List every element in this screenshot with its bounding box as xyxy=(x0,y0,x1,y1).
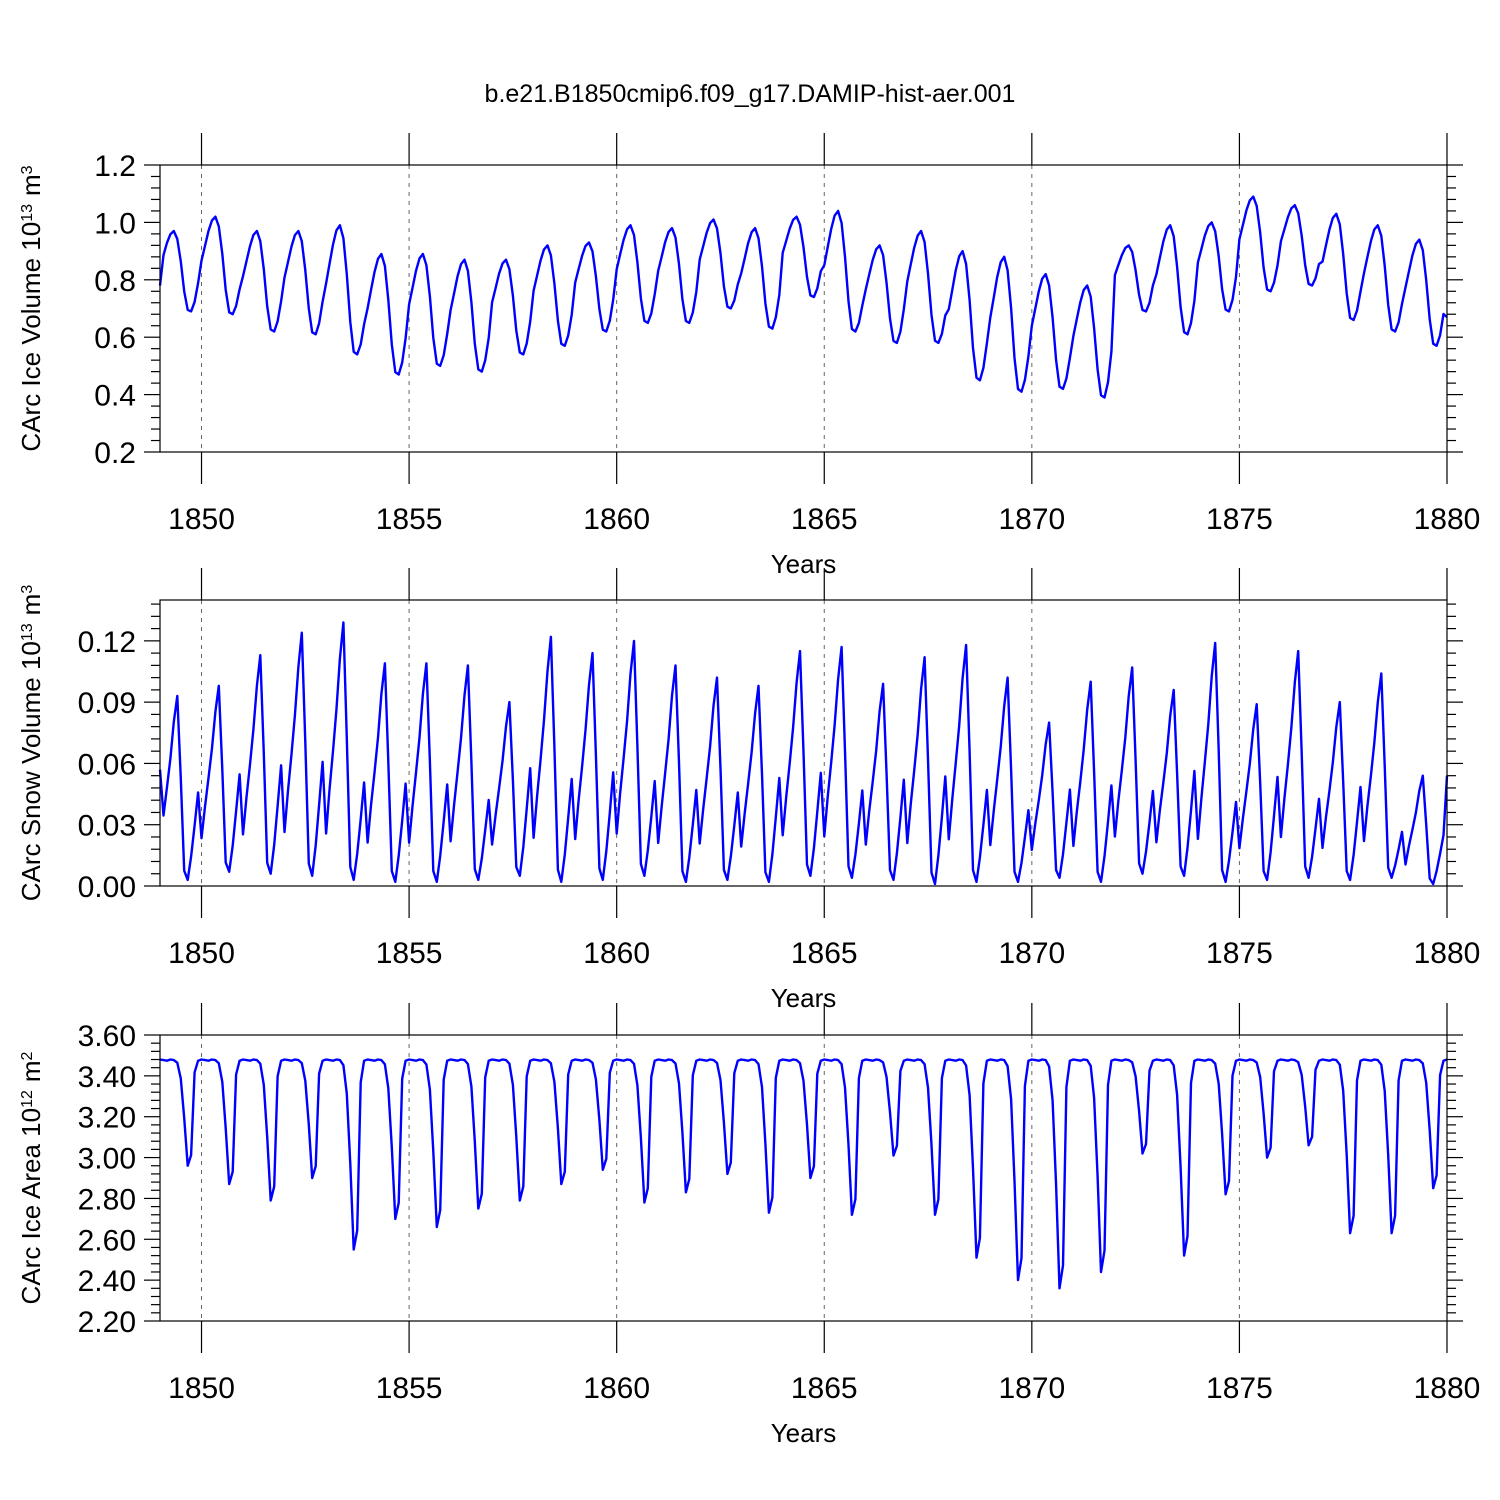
y-tick-labels: 0.00 0.03 0.06 0.09 0.12 xyxy=(78,626,136,904)
panel-snow-volume: 0.00 0.03 0.06 0.09 0.12 1850 1855 1860 1865 187… xyxy=(16,568,1480,1013)
x-tick-label: 1855 xyxy=(376,937,443,970)
x-tick-label: 1870 xyxy=(998,503,1065,536)
y-tick-label: 2.80 xyxy=(78,1183,136,1216)
y-tick-label: 0.09 xyxy=(78,687,136,720)
x-tick-label: 1850 xyxy=(168,937,235,970)
x-tick-label: 1850 xyxy=(168,1372,235,1405)
x-tick-labels: 1850 1855 1860 1865 1870 1875 1880 xyxy=(168,503,1480,536)
y-tick-label: 0.03 xyxy=(78,810,136,843)
x-tick-label: 1860 xyxy=(583,937,650,970)
x-tick-label: 1860 xyxy=(583,1372,650,1405)
plot-frame xyxy=(160,165,1447,452)
y-tick-label: 0.4 xyxy=(94,380,136,413)
y-tick-label: 1.0 xyxy=(94,207,136,240)
y-tick-label: 0.2 xyxy=(94,437,136,470)
x-tick-label: 1865 xyxy=(791,1372,858,1405)
x-tick-label: 1850 xyxy=(168,503,235,536)
y-tick-label: 0.06 xyxy=(78,748,136,781)
x-axis-label: Years xyxy=(771,983,837,1013)
y-tick-label: 0.00 xyxy=(78,871,136,904)
y-tick-label: 3.20 xyxy=(78,1102,136,1135)
y-axis-label: CArc Ice Area 1012m2 xyxy=(16,1051,46,1304)
ice-area-series-line xyxy=(160,1060,1447,1289)
x-tick-label: 1880 xyxy=(1414,1372,1481,1405)
x-tick-label: 1875 xyxy=(1206,1372,1273,1405)
x-tick-label: 1865 xyxy=(791,503,858,536)
x-tick-label: 1875 xyxy=(1206,937,1273,970)
axis-ticks xyxy=(144,1003,1463,1353)
y-tick-label: 3.00 xyxy=(78,1143,136,1176)
ice-volume-series-line xyxy=(160,197,1447,398)
panel-ice-volume: 0.20.40.60.81.01.2 1850 1855 1860 1865 1870 1… xyxy=(16,133,1480,579)
x-tick-label: 1870 xyxy=(998,1372,1065,1405)
x-tick-label: 1875 xyxy=(1206,503,1273,536)
snow-volume-series-line xyxy=(160,623,1447,885)
y-tick-label: 2.40 xyxy=(78,1265,136,1298)
x-tick-label: 1855 xyxy=(376,1372,443,1405)
y-tick-labels: 2.20 2.40 2.60 2.80 3.00 3.20 3.40 3.60 xyxy=(78,1020,136,1339)
x-tick-labels: 1850 1855 1860 1865 1870 1875 1880 xyxy=(168,1372,1480,1405)
x-tick-labels: 1850 1855 1860 1865 1870 1875 1880 xyxy=(168,937,1480,970)
figure: b.e21.B1850cmip6.f09_g17.DAMIP-hist-aer.… xyxy=(0,0,1500,1500)
y-tick-label: 2.20 xyxy=(78,1306,136,1339)
y-axis-label: CArc Ice Volume 1013m3 xyxy=(16,165,46,451)
x-tick-label: 1870 xyxy=(998,937,1065,970)
y-tick-label: 1.2 xyxy=(94,150,136,183)
y-axis-label: CArc Snow Volume 1013m3 xyxy=(16,585,46,902)
x-axis-label: Years xyxy=(771,549,837,579)
x-tick-label: 1855 xyxy=(376,503,443,536)
y-tick-label: 0.12 xyxy=(78,626,136,659)
x-tick-label: 1880 xyxy=(1414,503,1481,536)
grid-lines xyxy=(202,165,1240,452)
x-tick-label: 1860 xyxy=(583,503,650,536)
chart-title: b.e21.B1850cmip6.f09_g17.DAMIP-hist-aer.… xyxy=(485,80,1016,108)
y-tick-labels: 0.2 0.4 0.6 0.8 1.0 1.2 xyxy=(94,150,136,470)
y-tick-label: 0.6 xyxy=(94,322,136,355)
axis-ticks xyxy=(144,133,1463,484)
y-tick-label: 0.8 xyxy=(94,265,136,298)
x-axis-label: Years xyxy=(771,1418,837,1448)
panel-ice-area: 2.202.402.602.803.003.203.403.60 1850 185… xyxy=(16,1003,1480,1448)
x-tick-label: 1880 xyxy=(1414,937,1481,970)
y-tick-label: 3.60 xyxy=(78,1020,136,1053)
x-tick-label: 1865 xyxy=(791,937,858,970)
y-tick-label: 3.40 xyxy=(78,1061,136,1094)
y-tick-label: 2.60 xyxy=(78,1224,136,1257)
